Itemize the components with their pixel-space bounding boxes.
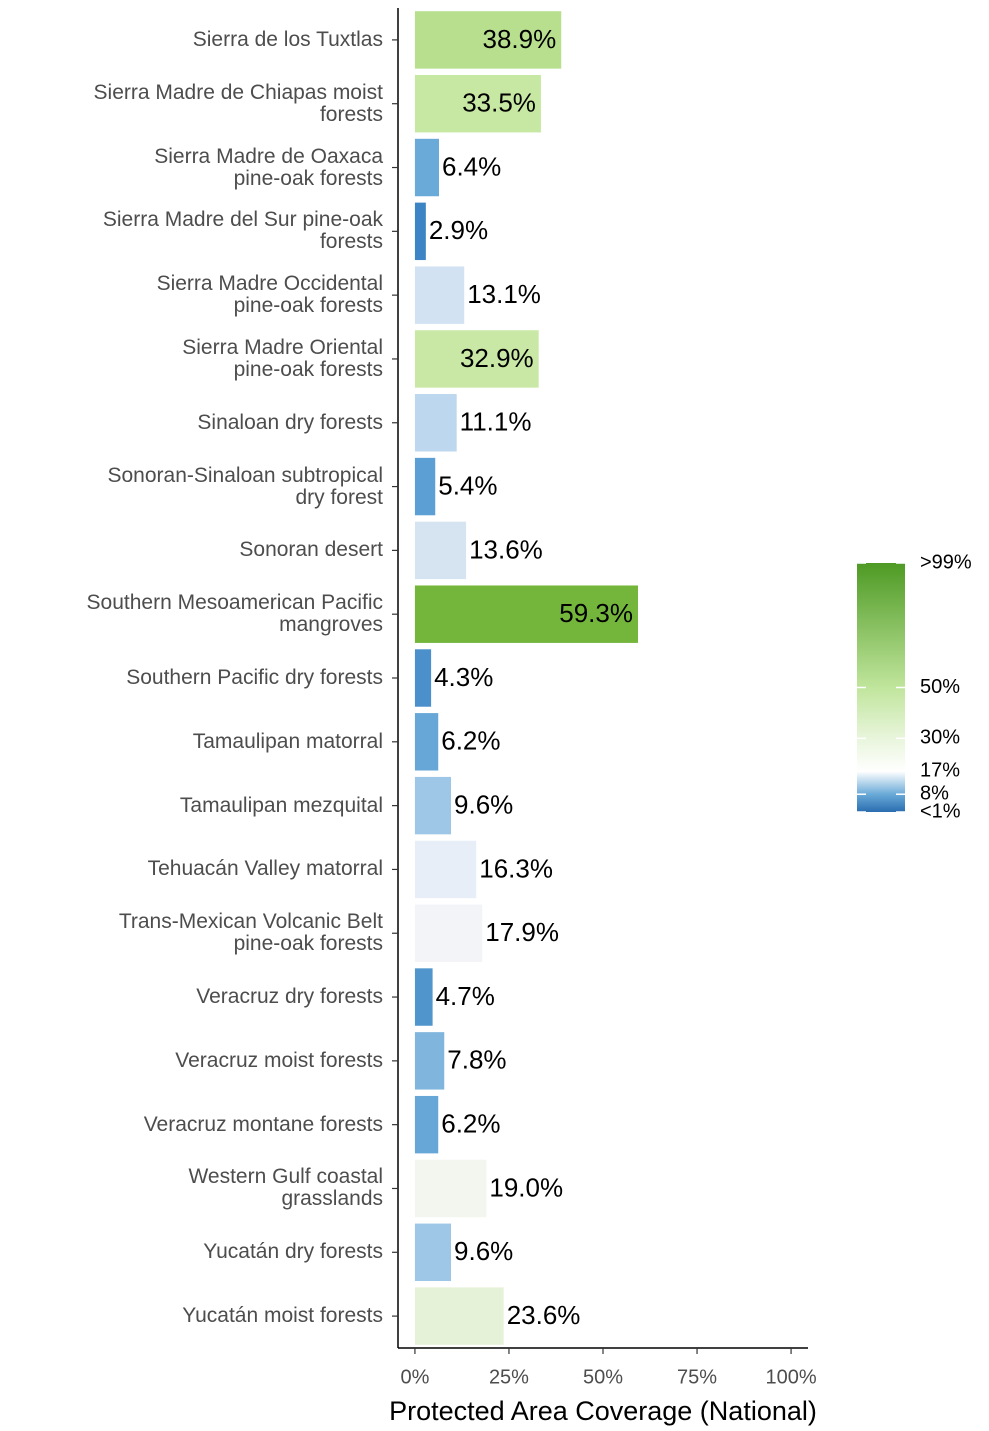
x-tick-label: 0% — [400, 1366, 429, 1388]
bar — [414, 1159, 487, 1218]
value-label: 19.0% — [489, 1172, 563, 1202]
category-label: Southern Mesoamerican Pacific mangroves — [86, 591, 383, 637]
bar — [414, 713, 439, 771]
category-label: Tamaulipan matorral — [192, 729, 383, 753]
bar — [414, 202, 426, 261]
legend-tick-label: 17% — [920, 760, 960, 782]
value-label: 9.6% — [454, 1236, 513, 1266]
bar — [414, 394, 457, 452]
x-tick-label: 100% — [765, 1366, 816, 1388]
bar — [414, 585, 638, 643]
category-label: Sonoran-Sinaloan subtropical dry forest — [107, 463, 383, 509]
bar — [414, 11, 562, 69]
category-label: Sierra Madre del Sur pine-oak forests — [102, 208, 383, 254]
bar — [414, 649, 432, 707]
legend-tick-label: >99% — [920, 551, 972, 573]
value-label: 38.9% — [483, 24, 557, 54]
value-label: 2.9% — [429, 215, 488, 245]
bar — [414, 330, 539, 388]
category-label: Sierra de los Tuxtlas — [192, 27, 383, 51]
bar — [414, 1223, 452, 1281]
category-label: Sinaloan dry forests — [197, 410, 383, 434]
x-axis-title: Protected Area Coverage (National) — [389, 1396, 817, 1426]
bar — [414, 776, 452, 835]
bar — [414, 138, 439, 197]
category-label: Sonoran desert — [239, 538, 383, 562]
bar — [414, 968, 433, 1026]
legend-tick-label: <1% — [920, 800, 961, 822]
value-label: 7.8% — [447, 1045, 506, 1075]
value-label: 11.1% — [460, 407, 532, 437]
legend-tick-label: 50% — [920, 676, 960, 698]
bar — [414, 840, 477, 899]
category-label: Veracruz moist forests — [175, 1048, 383, 1072]
value-label: 33.5% — [462, 88, 536, 118]
category-label: Western Gulf coastal grasslands — [188, 1165, 383, 1211]
legend-tick-label: 8% — [920, 782, 949, 804]
value-label: 32.9% — [460, 343, 534, 373]
category-label: Yucatán moist forests — [182, 1304, 383, 1328]
value-label: 6.2% — [441, 726, 500, 756]
value-label: 4.7% — [436, 981, 495, 1011]
value-label: 9.6% — [454, 789, 513, 819]
bar — [414, 904, 483, 962]
x-tick-label: 25% — [489, 1366, 529, 1388]
bar — [414, 1287, 504, 1345]
value-label: 59.3% — [559, 598, 633, 628]
category-label: Tehuacán Valley matorral — [147, 857, 383, 881]
value-label: 17.9% — [485, 917, 559, 947]
bar — [414, 1095, 439, 1154]
value-label: 4.3% — [434, 662, 493, 692]
x-tick-label: 50% — [583, 1366, 623, 1388]
x-tick-label: 75% — [677, 1366, 717, 1388]
bar — [414, 1032, 445, 1090]
bar — [414, 521, 467, 580]
value-label: 13.1% — [467, 279, 541, 309]
value-label: 6.4% — [442, 151, 501, 181]
category-label: Veracruz dry forests — [196, 985, 383, 1009]
legend-tick-label: 30% — [920, 727, 960, 749]
category-label: Sierra Madre Occidental pine-oak forests — [156, 272, 383, 318]
value-label: 23.6% — [507, 1300, 581, 1330]
category-label: Sierra Madre Oriental pine-oak forests — [182, 335, 383, 381]
value-label: 16.3% — [479, 853, 553, 883]
category-label: Trans-Mexican Volcanic Belt pine-oak for… — [118, 910, 383, 956]
category-label: Tamaulipan mezquital — [179, 793, 383, 817]
value-label: 5.4% — [438, 470, 497, 500]
bar — [414, 457, 436, 516]
value-label: 13.6% — [469, 534, 543, 564]
category-label: Sierra Madre de Chiapas moist forests — [93, 80, 383, 126]
value-label: 6.2% — [441, 1109, 500, 1139]
category-label: Sierra Madre de Oaxaca pine-oak forests — [154, 144, 383, 190]
category-label: Southern Pacific dry forests — [126, 666, 383, 689]
bar — [414, 266, 465, 324]
category-label: Yucatán dry forests — [203, 1240, 383, 1264]
category-label: Veracruz montane forests — [143, 1112, 383, 1136]
bar — [414, 75, 541, 133]
